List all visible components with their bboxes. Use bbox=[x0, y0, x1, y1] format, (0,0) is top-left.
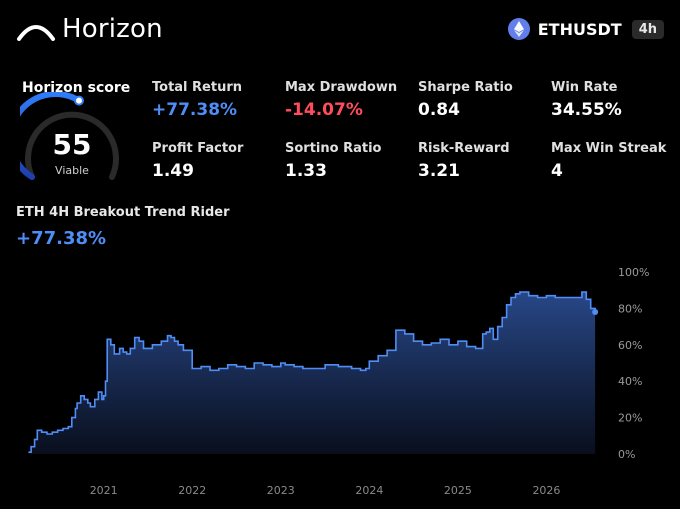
y-tick-label: 100% bbox=[618, 266, 649, 279]
metric-label: Max Drawdown bbox=[285, 80, 398, 95]
horizon-logo-icon bbox=[17, 25, 55, 41]
y-tick-label: 20% bbox=[618, 412, 642, 425]
metric-label: Total Return bbox=[152, 80, 243, 95]
score-value: 55 bbox=[52, 128, 92, 161]
brand-name: Horizon bbox=[62, 14, 163, 44]
equity-chart: 0% 20% 40% 60% 80% 100% 2021 2022 2023 2024 2025 2… bbox=[28, 266, 649, 497]
metric-value: 1.49 bbox=[152, 161, 194, 181]
ticker-symbol: ETHUSDT bbox=[537, 19, 622, 39]
metric-max-drawdown: Max Drawdown -14.07% bbox=[285, 80, 397, 120]
y-tick-label: 0% bbox=[618, 448, 635, 461]
metric-value: 3.21 bbox=[418, 161, 460, 181]
metric-label: Max Win Streak bbox=[551, 141, 667, 156]
ethereum-icon bbox=[507, 18, 530, 40]
metric-label: Risk-Reward bbox=[418, 141, 510, 156]
strategy-return: +77.38% bbox=[16, 228, 107, 249]
metric-value: 0.84 bbox=[418, 100, 460, 120]
metric-total-return: Total Return +77.38% bbox=[152, 80, 242, 120]
metric-win-rate: Win Rate 34.55% bbox=[551, 80, 622, 120]
brand: Horizon bbox=[16, 14, 163, 44]
score-label: Viable bbox=[55, 164, 89, 177]
metric-risk-reward: Risk-Reward 3.21 bbox=[418, 141, 510, 181]
score-gauge bbox=[20, 92, 119, 180]
timeframe-badge[interactable]: 4h bbox=[631, 19, 664, 39]
metric-sharpe-ratio: Sharpe Ratio 0.84 bbox=[418, 80, 513, 120]
metric-max-win-streak: Max Win Streak 4 bbox=[551, 141, 666, 181]
x-tick-label: 2022 bbox=[178, 484, 206, 497]
metric-label: Sortino Ratio bbox=[285, 141, 382, 156]
metric-value: 4 bbox=[551, 161, 563, 181]
strategy-name: ETH 4H Breakout Trend Rider bbox=[16, 205, 230, 220]
x-tick-label: 2026 bbox=[532, 484, 560, 497]
metric-label: Sharpe Ratio bbox=[418, 80, 513, 95]
ticker-selector[interactable]: ETHUSDT 4h bbox=[507, 18, 664, 40]
y-tick-label: 80% bbox=[618, 302, 642, 315]
score-gauge-fill bbox=[20, 92, 82, 180]
x-tick-label: 2025 bbox=[444, 484, 472, 497]
y-tick-label: 40% bbox=[618, 375, 642, 388]
metric-sortino-ratio: Sortino Ratio 1.33 bbox=[285, 141, 381, 181]
equity-area bbox=[28, 292, 596, 454]
equity-last-point bbox=[592, 309, 599, 316]
metric-value: -14.07% bbox=[285, 100, 363, 120]
x-tick-label: 2023 bbox=[267, 484, 295, 497]
metric-label: Win Rate bbox=[551, 80, 618, 95]
metric-value: 34.55% bbox=[551, 100, 622, 120]
x-tick-label: 2024 bbox=[355, 484, 383, 497]
metric-value: 1.33 bbox=[285, 161, 327, 181]
x-tick-label: 2021 bbox=[90, 484, 118, 497]
metric-value: +77.38% bbox=[152, 100, 238, 120]
equity-line bbox=[28, 291, 596, 453]
metric-label: Profit Factor bbox=[152, 141, 244, 156]
metric-profit-factor: Profit Factor 1.49 bbox=[152, 141, 243, 181]
score-gauge-knob bbox=[74, 95, 84, 106]
y-tick-label: 60% bbox=[618, 339, 642, 352]
